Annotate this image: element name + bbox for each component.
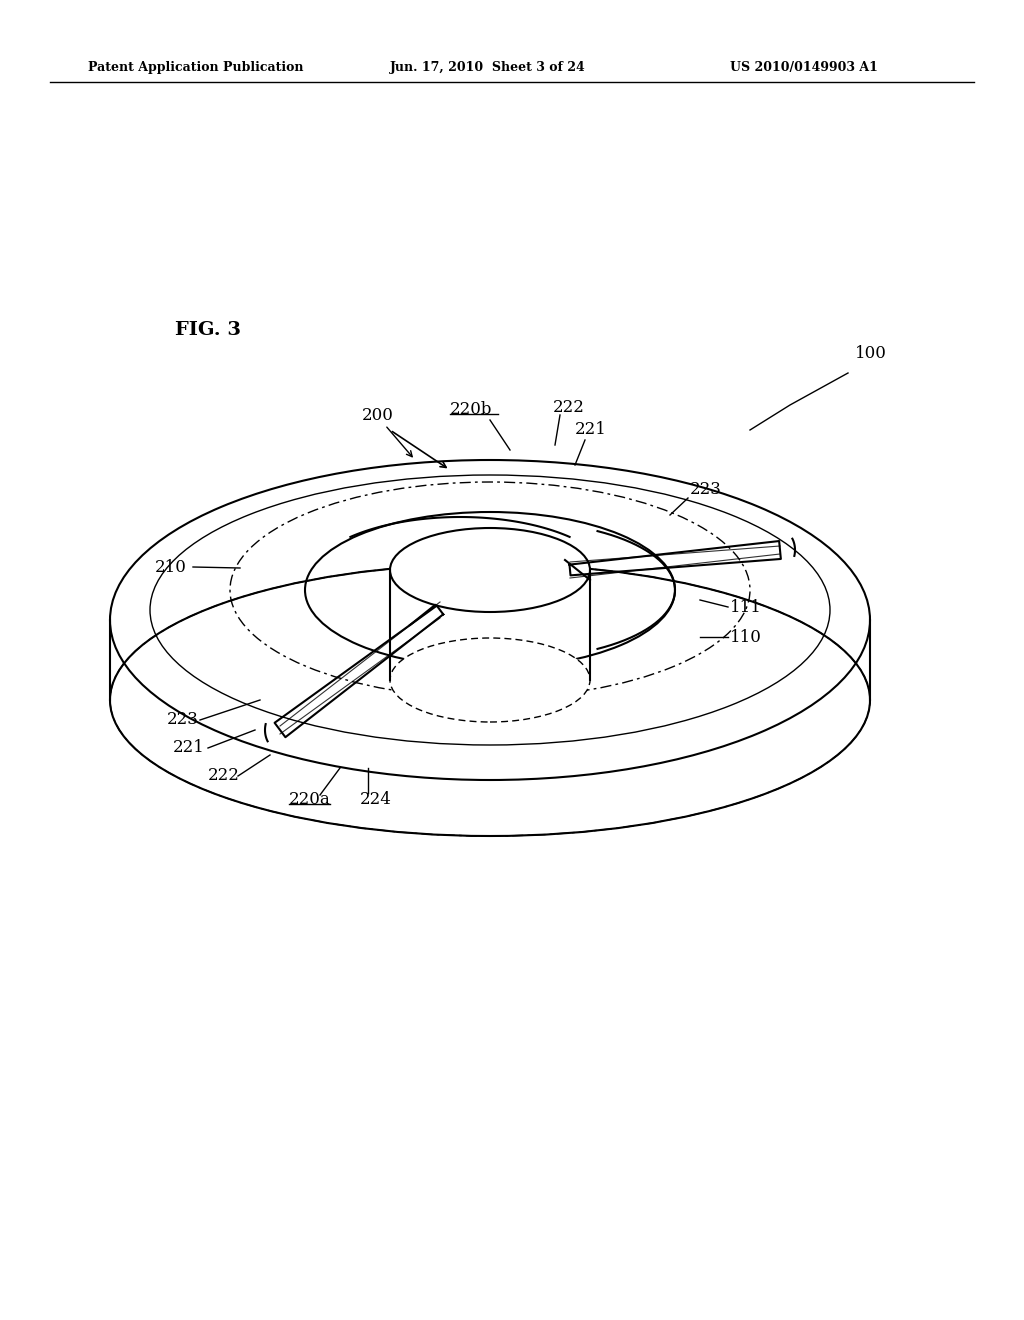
Text: 111: 111: [730, 598, 762, 615]
Text: 223: 223: [690, 482, 722, 499]
Text: 221: 221: [173, 739, 205, 756]
Text: Patent Application Publication: Patent Application Publication: [88, 62, 303, 74]
Text: 100: 100: [855, 345, 887, 362]
Ellipse shape: [390, 638, 590, 722]
Text: 220b: 220b: [450, 401, 493, 418]
Text: 110: 110: [730, 628, 762, 645]
Text: Jun. 17, 2010  Sheet 3 of 24: Jun. 17, 2010 Sheet 3 of 24: [390, 62, 586, 74]
Text: 221: 221: [575, 421, 607, 438]
Text: 210: 210: [155, 558, 186, 576]
Text: FIG. 3: FIG. 3: [175, 321, 241, 339]
Ellipse shape: [390, 528, 590, 612]
Text: US 2010/0149903 A1: US 2010/0149903 A1: [730, 62, 878, 74]
Text: 220a: 220a: [289, 792, 331, 808]
Text: 222: 222: [553, 399, 585, 416]
Text: 222: 222: [208, 767, 240, 784]
Text: 223: 223: [167, 711, 199, 729]
Text: 224: 224: [360, 792, 392, 808]
Text: 200: 200: [362, 407, 394, 424]
